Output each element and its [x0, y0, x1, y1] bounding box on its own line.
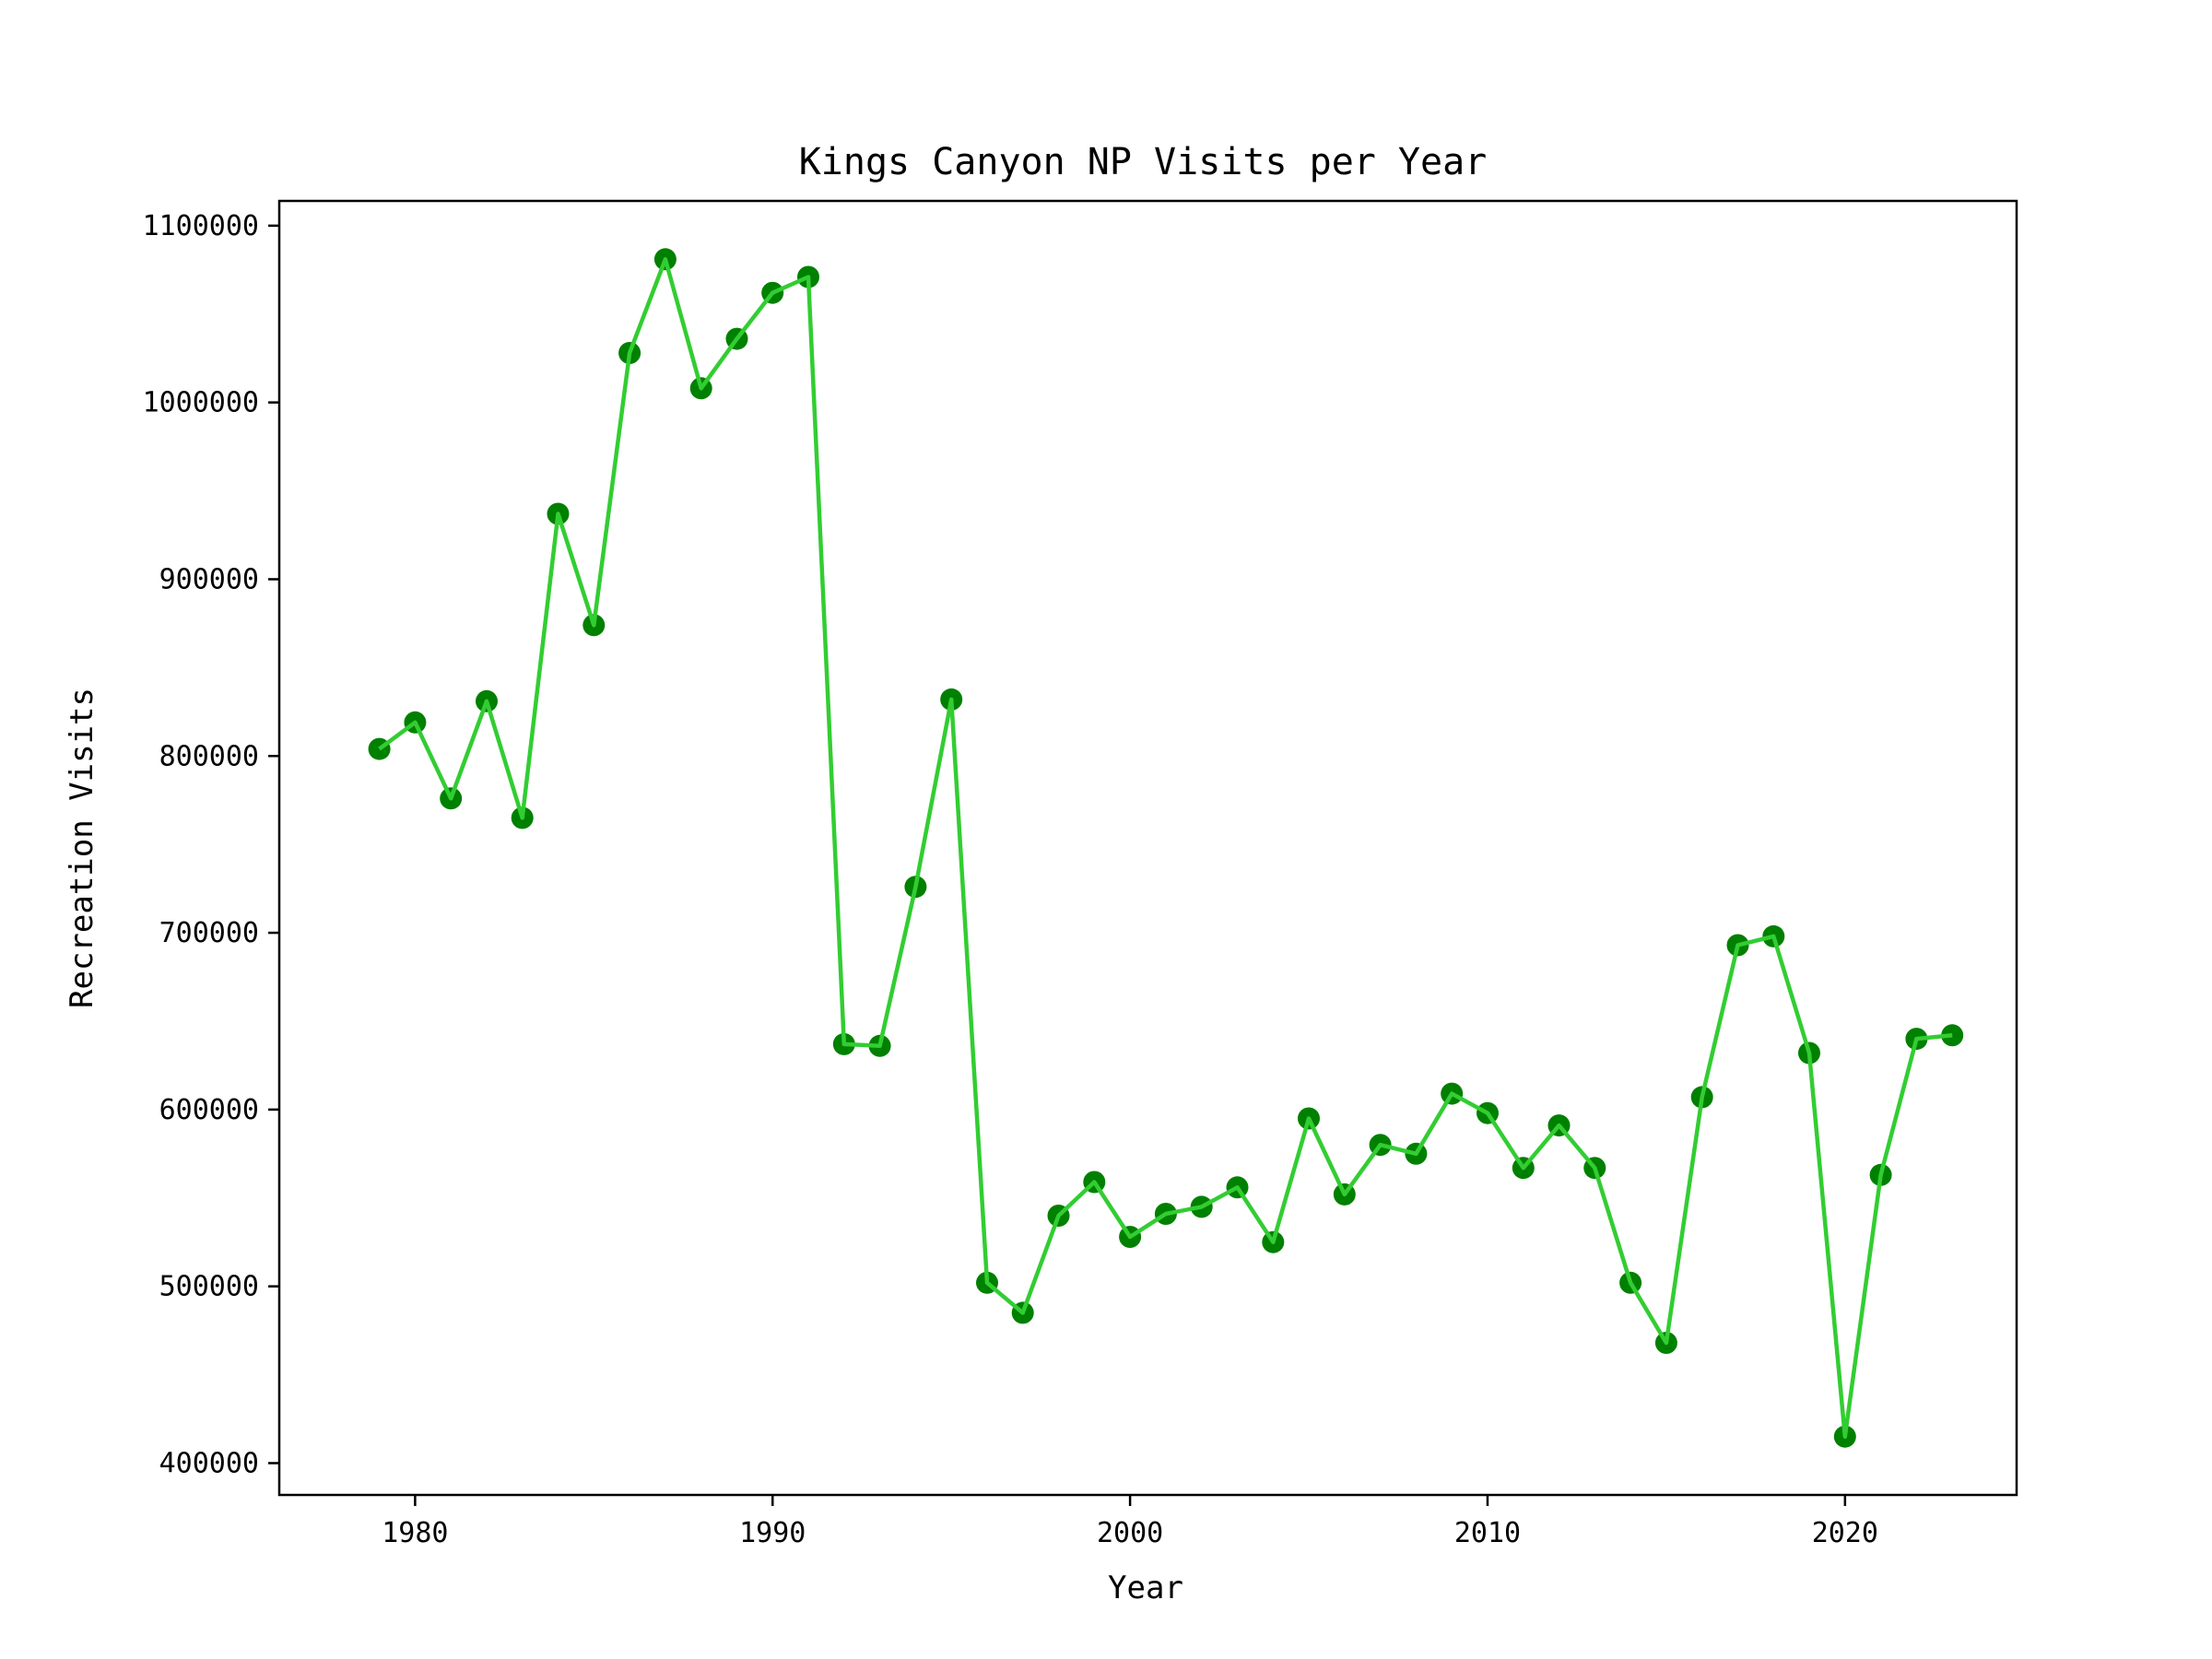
chart-title: Kings Canyon NP Visits per Year [799, 141, 1488, 183]
x-tick-label: 2020 [1812, 1517, 1878, 1549]
series-line [378, 257, 1953, 1439]
y-tick-label: 500000 [159, 1271, 259, 1303]
x-axis: 1980 1990 2000 2010 2020 [382, 1495, 1878, 1549]
y-tick-label: 1000000 [143, 387, 259, 419]
x-tick-label: 2000 [1097, 1517, 1163, 1549]
y-tick-label: 400000 [159, 1447, 259, 1479]
y-tick-label: 1100000 [143, 210, 259, 242]
series-markers [368, 248, 1964, 1448]
plot-area-frame [277, 199, 2018, 1497]
x-tick-label: 2010 [1454, 1517, 1521, 1549]
y-tick-label: 900000 [159, 563, 259, 595]
x-tick-label: 1980 [382, 1517, 448, 1549]
y-axis: 400000 500000 600000 700000 800000 900000 1000… [143, 210, 279, 1479]
x-tick-label: 1990 [739, 1517, 806, 1549]
y-tick-label: 800000 [159, 740, 259, 772]
y-tick-label: 600000 [159, 1094, 259, 1126]
y-tick-label: 700000 [159, 917, 259, 949]
y-axis-label: Recreation Visits [64, 688, 100, 1008]
x-axis-label: Year [1108, 1570, 1183, 1606]
